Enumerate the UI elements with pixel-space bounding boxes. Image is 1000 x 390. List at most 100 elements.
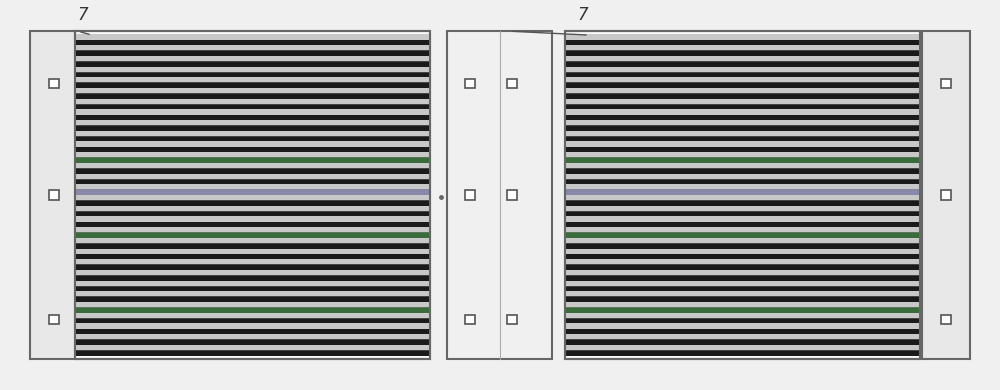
Bar — [75, 45, 430, 50]
Bar — [565, 125, 920, 131]
Bar — [565, 243, 920, 244]
Bar — [565, 104, 920, 105]
Bar — [75, 136, 430, 142]
Bar — [565, 307, 920, 313]
Bar — [565, 264, 920, 265]
Bar — [565, 163, 920, 168]
Bar — [565, 200, 920, 206]
Bar — [565, 179, 920, 184]
Bar — [565, 286, 920, 287]
Bar — [75, 350, 430, 356]
Bar — [565, 82, 920, 88]
Bar — [75, 77, 430, 82]
Bar — [565, 109, 920, 115]
Bar — [565, 323, 920, 328]
Bar — [75, 216, 430, 222]
Bar — [565, 296, 920, 297]
Bar — [75, 211, 430, 216]
Bar — [75, 323, 430, 328]
Bar — [75, 142, 430, 147]
Bar — [565, 77, 920, 82]
Text: 7: 7 — [577, 5, 588, 23]
Bar — [565, 93, 920, 94]
Bar — [75, 82, 430, 83]
Bar — [75, 61, 430, 62]
Bar — [565, 318, 920, 323]
Bar — [565, 67, 920, 72]
Bar — [565, 157, 920, 158]
Bar — [75, 264, 430, 270]
Bar — [75, 184, 430, 190]
Bar — [75, 115, 430, 120]
Bar — [75, 40, 430, 41]
Bar — [75, 254, 430, 259]
Bar — [75, 275, 430, 276]
Bar — [75, 318, 430, 323]
Bar — [75, 125, 430, 126]
Bar — [75, 125, 430, 131]
Bar — [75, 120, 430, 125]
Bar — [565, 254, 920, 259]
Bar — [75, 334, 430, 339]
Bar — [75, 296, 430, 302]
Bar — [565, 216, 920, 222]
Bar — [565, 115, 920, 120]
Bar — [565, 72, 920, 77]
Bar — [565, 88, 920, 93]
Bar — [75, 152, 430, 157]
Bar — [565, 190, 920, 195]
Bar — [49, 79, 59, 89]
Bar — [565, 168, 920, 174]
Bar — [75, 339, 430, 345]
Bar — [75, 67, 430, 72]
Bar — [941, 79, 951, 89]
Bar — [565, 318, 920, 319]
Bar — [565, 350, 920, 351]
Bar — [507, 190, 517, 200]
Bar — [75, 31, 430, 359]
Bar — [565, 136, 920, 142]
Bar — [565, 61, 920, 62]
Bar — [465, 315, 475, 324]
Bar — [75, 157, 430, 163]
Bar — [565, 248, 920, 254]
Bar — [565, 93, 920, 99]
Bar — [565, 168, 920, 169]
Bar — [565, 200, 920, 201]
Bar — [75, 259, 430, 264]
Bar — [75, 72, 430, 77]
Bar — [565, 259, 920, 264]
Bar — [75, 206, 430, 211]
Bar — [465, 79, 475, 88]
Bar — [565, 184, 920, 190]
Bar — [565, 345, 920, 350]
Bar — [75, 243, 430, 244]
Bar — [565, 56, 920, 61]
Bar — [75, 302, 430, 307]
Bar — [565, 152, 920, 157]
Bar — [75, 131, 430, 136]
Bar — [75, 157, 430, 158]
Bar — [565, 302, 920, 307]
Bar — [465, 190, 475, 200]
Bar — [565, 238, 920, 243]
Bar — [75, 40, 430, 45]
Bar — [565, 72, 920, 73]
Bar — [75, 328, 430, 330]
Bar — [565, 147, 920, 152]
Bar — [75, 163, 430, 168]
Bar — [75, 93, 430, 99]
Bar — [565, 270, 920, 275]
Bar — [941, 190, 951, 200]
Bar — [75, 307, 430, 313]
Bar — [75, 34, 430, 40]
Bar — [75, 222, 430, 227]
Bar — [565, 313, 920, 318]
Bar — [565, 31, 920, 359]
Bar — [565, 142, 920, 147]
Bar — [565, 286, 920, 291]
Bar — [75, 88, 430, 93]
Bar — [565, 350, 920, 356]
Bar — [75, 190, 430, 195]
Bar — [75, 200, 430, 206]
